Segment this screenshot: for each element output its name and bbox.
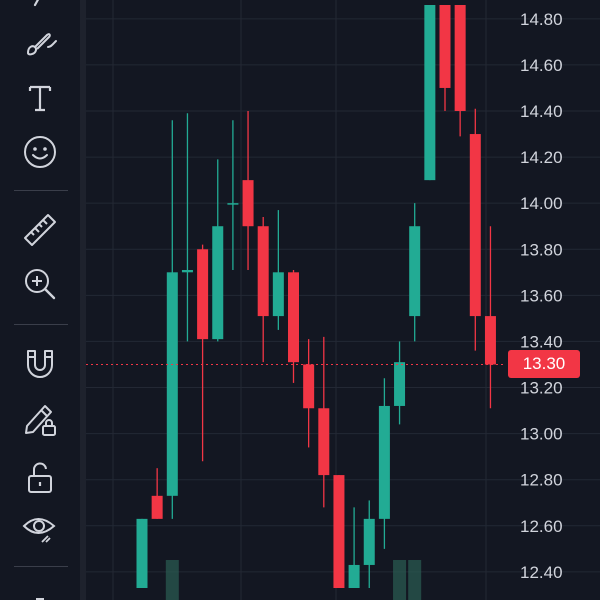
lock-drawings-tool[interactable] [14, 396, 66, 440]
candle-body [197, 249, 209, 340]
price-axis-label: 13.40 [520, 332, 563, 351]
price-axis-label: 14.40 [520, 102, 563, 121]
text-icon [23, 81, 57, 115]
chart-area[interactable]: 14.80 14.60 14.40 14.20 14.00 13.80 13.60 13.40… [86, 0, 600, 600]
candle-body [257, 226, 269, 317]
ruler-icon [20, 210, 60, 250]
smiley-icon [22, 134, 58, 170]
unlock-icon [23, 460, 57, 496]
volume-bar [408, 560, 422, 600]
candle-body [303, 364, 315, 409]
toolbar-separator [14, 566, 68, 567]
ruler-tool[interactable] [14, 208, 66, 252]
candle-body [318, 408, 330, 476]
toolbar-separator [14, 190, 68, 191]
candle-body [424, 5, 436, 181]
cursor-tool[interactable] [14, 0, 66, 18]
price-axis-label: 13.60 [520, 286, 563, 305]
toolbar-separator [14, 324, 68, 325]
candle-body [242, 180, 254, 227]
candle-body [484, 316, 496, 365]
toolbar-divider [80, 0, 86, 600]
candle-body [227, 203, 239, 205]
eye-icon [20, 508, 60, 548]
candle-body [454, 5, 466, 111]
trash-tool[interactable] [14, 582, 66, 600]
emoji-tool[interactable] [14, 130, 66, 174]
volume-bar [393, 560, 407, 600]
price-axis-label: 14.20 [520, 148, 563, 167]
price-axis-label: 14.00 [520, 194, 563, 213]
candle-body [439, 5, 451, 88]
pencil-lock-icon [21, 398, 59, 438]
text-tool[interactable] [14, 76, 66, 120]
zoom-tool[interactable] [14, 262, 66, 306]
magnet-tool[interactable] [14, 342, 66, 386]
price-axis-label: 14.80 [520, 10, 563, 29]
zoom-in-icon [22, 266, 58, 302]
price-axis-label: 13.20 [520, 379, 563, 398]
price-axis-label: 12.60 [520, 517, 563, 536]
brush-tool[interactable] [14, 22, 66, 66]
candle-body [212, 226, 224, 340]
brush-icon [20, 27, 60, 61]
candle-body [333, 475, 345, 588]
candle-body [166, 272, 178, 496]
hide-drawings-tool[interactable] [14, 506, 66, 550]
cursor-icon [25, 0, 55, 11]
price-axis-label: 12.80 [520, 471, 563, 490]
price-chart[interactable]: 14.80 14.60 14.40 14.20 14.00 13.80 13.60 13.40… [86, 0, 600, 600]
candle-body [378, 405, 390, 519]
price-axis-label: 12.40 [520, 563, 563, 582]
trash-icon [25, 589, 55, 600]
lock-all-tool[interactable] [14, 456, 66, 500]
current-price-badge: 13.30 [508, 350, 580, 379]
drawing-toolbar [0, 0, 80, 600]
candle-body [394, 362, 406, 406]
magnet-icon [22, 345, 58, 383]
candle-body [409, 226, 421, 317]
candle-body [363, 518, 375, 565]
candle-body [272, 272, 284, 317]
candle-body [136, 518, 148, 588]
candle-body [288, 272, 299, 363]
price-axis-label: 13.80 [520, 240, 563, 259]
candle-body [181, 270, 193, 273]
candle-body [469, 134, 481, 317]
price-axis-label: 14.60 [520, 56, 563, 75]
candle-body [348, 564, 360, 588]
candle-body [151, 495, 163, 519]
price-axis-label: 13.00 [520, 425, 563, 444]
volume-bar [165, 560, 179, 600]
